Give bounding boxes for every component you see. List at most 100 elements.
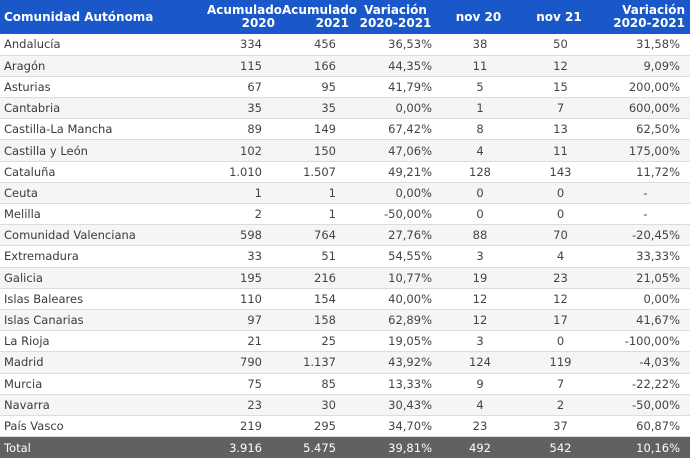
table-row: Cantabria 35 35 0,00% 1 7 600,00% <box>0 97 690 119</box>
cell-nov20: 88 <box>472 228 488 243</box>
table-row: Murcia 75 85 13,33% 9 7 -22,22% <box>0 373 690 395</box>
cell-variation-month: -100,00% <box>624 334 680 349</box>
header-variation-month-line1: Variación <box>622 3 685 17</box>
table-row: Castilla y León 102 150 47,06% 4 11 175,00% <box>0 139 690 162</box>
cell-variation-month: -22,22% <box>632 376 680 391</box>
cell-nov20: 9 <box>476 376 484 391</box>
cell-accumulated-2020: 75 <box>247 376 262 391</box>
cell-community: Castilla y León <box>4 143 88 158</box>
cell-variation-month: -4,03% <box>639 355 680 370</box>
cell-variation-month: 62,50% <box>636 122 680 137</box>
header-accumulated-2021-line2: 2021 <box>315 16 349 30</box>
cell-nov20: 128 <box>469 164 491 179</box>
cell-community: Aragón <box>4 58 46 73</box>
cell-accumulated-2021: 149 <box>314 122 336 137</box>
cell-accumulated-2021: 85 <box>321 376 336 391</box>
cell-accumulated-2021: 154 <box>314 291 336 306</box>
cell-nov20: 23 <box>472 418 488 433</box>
cell-accumulated-2020: 102 <box>240 143 262 158</box>
cell-variation-month: 9,09% <box>643 58 680 73</box>
table-header: Comunidad Autónoma Acumulado 2020 Acumul… <box>0 0 690 34</box>
cell-nov21: 11 <box>553 143 568 158</box>
cell-variation: 19,05% <box>388 334 432 349</box>
cell-nov20: 5 <box>476 79 484 94</box>
cell-variation: 10,77% <box>388 270 432 285</box>
table-row: Islas Canarias 97 158 62,89% 12 17 41,67% <box>0 309 690 331</box>
total-row: Total 3.916 5.475 39,81% 492 542 10,16% <box>0 436 690 458</box>
cell-variation-month: 600,00% <box>628 101 680 116</box>
cell-community: Ceuta <box>4 185 38 200</box>
cell-nov20: 1 <box>476 101 484 116</box>
header-nov21: nov 21 <box>536 9 582 24</box>
cell-accumulated-2020: 89 <box>247 122 262 137</box>
cell-nov21: 2 <box>556 397 565 412</box>
cell-variation-month: 11,72% <box>636 164 680 179</box>
table-row: Comunidad Valenciana 598 764 27,76% 88 70 -20,… <box>0 224 690 246</box>
cell-variation: 40,00% <box>388 291 432 306</box>
header-accumulated-2021-line1: Acumulado <box>282 3 358 17</box>
cell-accumulated-2021: 764 <box>314 228 336 243</box>
cell-nov21: 70 <box>553 228 568 243</box>
cell-accumulated-2020: 67 <box>247 79 262 94</box>
cell-variation: 47,06% <box>388 143 432 158</box>
cell-nov20: 8 <box>476 122 484 137</box>
cell-nov21: 12 <box>553 58 568 73</box>
cell-accumulated-2021: 1 <box>328 207 336 222</box>
cell-variation-month: 200,00% <box>628 79 680 94</box>
cell-nov21: 143 <box>549 164 572 179</box>
cell-variation-month: 0,00% <box>643 291 680 306</box>
cell-accumulated-2020: 598 <box>240 228 262 243</box>
cell-community: Cantabria <box>4 101 61 116</box>
cell-variation: 30,43% <box>388 397 432 412</box>
cell-community: Madrid <box>4 355 44 370</box>
cell-accumulated-2021: 158 <box>314 313 336 328</box>
cell-accumulated-2021: 456 <box>314 37 336 52</box>
cell-accumulated-2020: 97 <box>247 313 262 328</box>
cell-nov20: 19 <box>472 270 488 285</box>
header-nov20: nov 20 <box>455 9 502 24</box>
cell-accumulated-2020: 115 <box>240 58 262 73</box>
cell-nov21: 119 <box>549 355 572 370</box>
cell-variation: 36,53% <box>388 37 432 52</box>
cell-accumulated-2020: 195 <box>240 270 262 285</box>
cell-community: País Vasco <box>4 418 64 433</box>
cell-accumulated-2020: 21 <box>247 334 262 349</box>
header-accumulated-2021: Acumulado 2021 <box>280 0 358 34</box>
total-cell-accumulated-2021: 5.475 <box>303 440 336 455</box>
cell-accumulated-2020: 1.010 <box>229 164 262 179</box>
cell-variation-month: -20,45% <box>632 228 680 243</box>
header-accumulated-2020-line2: 2020 <box>241 16 275 30</box>
cell-nov20: 3 <box>476 249 484 264</box>
cell-nov21: 7 <box>556 101 565 116</box>
cell-variation-month: 21,05% <box>636 270 680 285</box>
cell-nov20: 4 <box>476 143 484 158</box>
cell-variation: 0,00% <box>395 101 432 116</box>
cell-community: Islas Canarias <box>4 313 84 328</box>
cell-nov20: 124 <box>469 355 491 370</box>
cell-variation-month: 60,87% <box>636 418 680 433</box>
cell-nov20: 12 <box>472 291 488 306</box>
cell-variation: 34,70% <box>388 418 432 433</box>
table-row: Cataluña 1.010 1.507 49,21% 128 143 11,72% <box>0 161 690 183</box>
cell-accumulated-2021: 95 <box>321 79 336 94</box>
table-row: Islas Baleares 110 154 40,00% 12 12 0,00% <box>0 288 690 310</box>
cell-variation: 44,35% <box>388 58 432 73</box>
header-variation-line2: 2020-2021 <box>359 16 432 30</box>
cell-nov21: 15 <box>553 79 568 94</box>
cell-variation: 41,79% <box>388 79 432 94</box>
cell-nov21: 12 <box>553 291 568 306</box>
cell-variation-month: 175,00% <box>628 143 680 158</box>
header-accumulated-2020-line1: Acumulado <box>207 3 283 17</box>
cell-nov21: 0 <box>556 207 565 222</box>
table-row: Navarra 23 30 30,43% 4 2 -50,00% <box>0 394 690 416</box>
cell-accumulated-2020: 35 <box>247 101 262 116</box>
cell-variation: 13,33% <box>388 376 432 391</box>
cell-nov21: 7 <box>556 376 565 391</box>
table-row: La Rioja 21 25 19,05% 3 0 -100,00% <box>0 331 690 352</box>
total-cell-accumulated-2020: 3.916 <box>229 440 262 455</box>
cell-community: Islas Baleares <box>4 291 84 306</box>
cell-community: Murcia <box>4 376 43 391</box>
cell-variation-month: 31,58% <box>636 37 680 52</box>
header-variation-line1: Variación <box>364 3 427 17</box>
cell-nov20: 12 <box>472 313 488 328</box>
